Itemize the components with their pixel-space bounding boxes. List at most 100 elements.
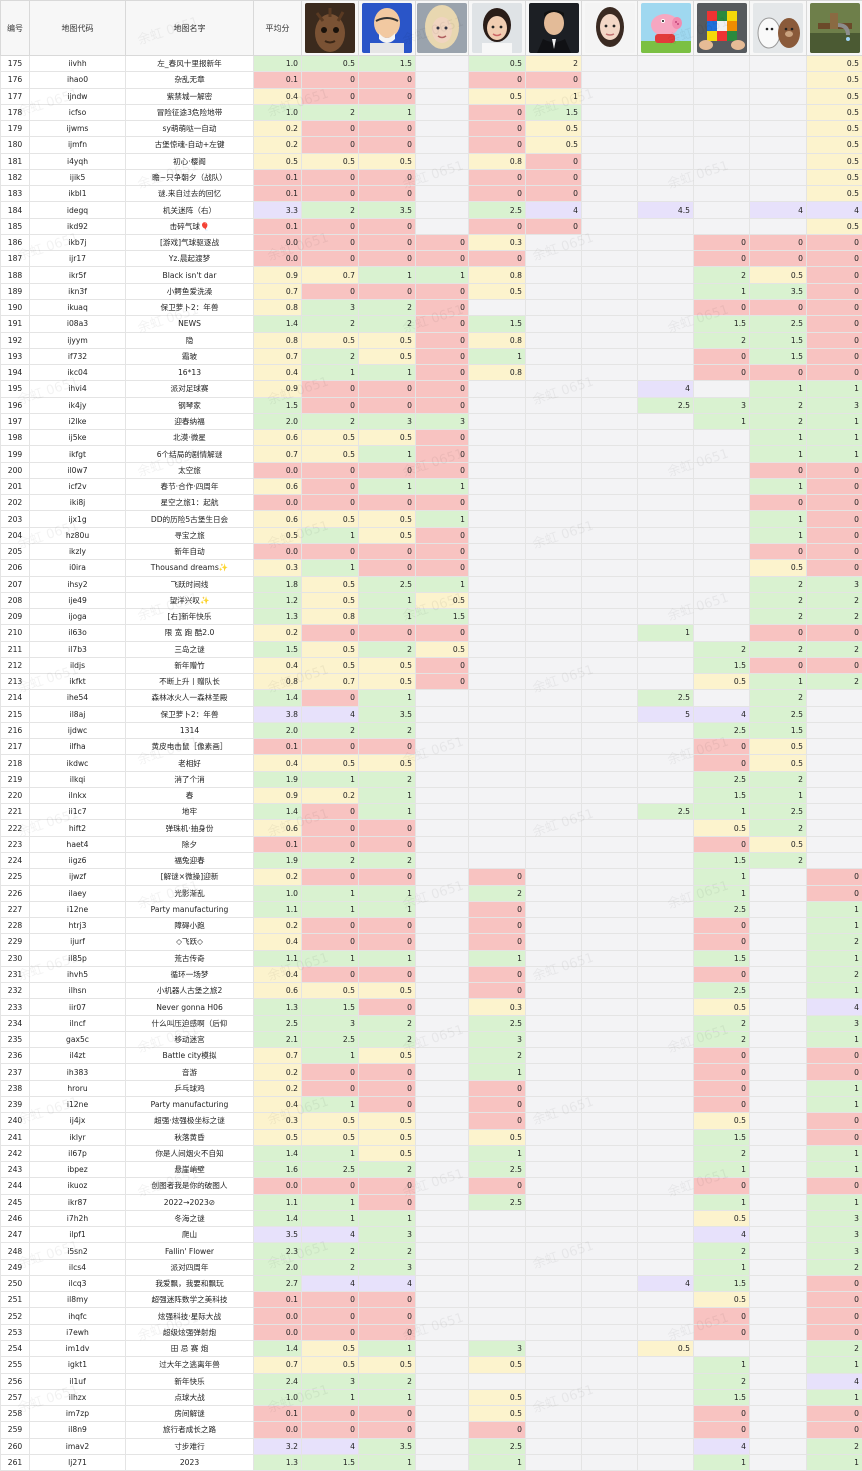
- map-name[interactable]: 瞻~只争朝夕（战队）: [126, 169, 254, 185]
- judge-score-8[interactable]: 1: [694, 869, 750, 885]
- map-code[interactable]: i08a3: [30, 316, 126, 332]
- judge-score-10[interactable]: 0: [807, 1406, 862, 1422]
- map-name[interactable]: [右]新年快乐: [126, 609, 254, 625]
- judge-score-3-empty[interactable]: [416, 755, 469, 771]
- judge-score-3-empty[interactable]: [416, 690, 469, 706]
- average-score[interactable]: 0.4: [254, 88, 302, 104]
- judge-score-1[interactable]: 0.5: [302, 983, 359, 999]
- row-id[interactable]: 255: [1, 1357, 30, 1373]
- row-id[interactable]: 215: [1, 706, 30, 722]
- judge-score-5-empty[interactable]: [526, 1243, 582, 1259]
- judge-score-7-empty[interactable]: [638, 1308, 694, 1324]
- header-judge-3[interactable]: [416, 1, 469, 56]
- judge-score-9-empty[interactable]: [750, 1210, 807, 1226]
- judge-score-1[interactable]: 3: [302, 1373, 359, 1389]
- judge-score-7-empty[interactable]: [638, 853, 694, 869]
- judge-score-7-empty[interactable]: [638, 1438, 694, 1454]
- judge-score-1[interactable]: 0.5: [302, 1340, 359, 1356]
- average-score[interactable]: 0.4: [254, 755, 302, 771]
- judge-score-3-empty[interactable]: [416, 901, 469, 917]
- row-id[interactable]: 239: [1, 1097, 30, 1113]
- row-id[interactable]: 181: [1, 153, 30, 169]
- map-name[interactable]: 望洋兴叹✨: [126, 592, 254, 608]
- judge-score-1[interactable]: 1.5: [302, 1454, 359, 1470]
- average-score[interactable]: 0.9: [254, 787, 302, 803]
- judge-score-5-empty[interactable]: [526, 543, 582, 559]
- map-code[interactable]: ibpez: [30, 1162, 126, 1178]
- judge-score-7-empty[interactable]: [638, 365, 694, 381]
- average-score[interactable]: 0.0: [254, 495, 302, 511]
- judge-score-8[interactable]: 2: [694, 1145, 750, 1161]
- average-score[interactable]: 3.5: [254, 1227, 302, 1243]
- judge-score-1[interactable]: 4: [302, 1438, 359, 1454]
- judge-score-4[interactable]: 0.5: [469, 88, 526, 104]
- row-id[interactable]: 190: [1, 299, 30, 315]
- judge-score-1[interactable]: 3: [302, 1015, 359, 1031]
- map-name[interactable]: 除夕: [126, 836, 254, 852]
- map-name[interactable]: 击碎气球🎈: [126, 218, 254, 234]
- judge-score-9-empty[interactable]: [750, 1064, 807, 1080]
- judge-score-7-empty[interactable]: [638, 72, 694, 88]
- row-id[interactable]: 177: [1, 88, 30, 104]
- judge-score-1[interactable]: 2: [302, 1243, 359, 1259]
- judge-score-8-empty[interactable]: [694, 560, 750, 576]
- judge-score-1[interactable]: 3: [302, 299, 359, 315]
- judge-score-1[interactable]: 1: [302, 1210, 359, 1226]
- judge-score-5[interactable]: 1.5: [526, 104, 582, 120]
- map-name[interactable]: 消了个消: [126, 771, 254, 787]
- judge-score-1[interactable]: 0: [302, 918, 359, 934]
- judge-score-7-empty[interactable]: [638, 299, 694, 315]
- row-id[interactable]: 214: [1, 690, 30, 706]
- map-name[interactable]: 机关迷阵（右）: [126, 202, 254, 218]
- judge-score-10[interactable]: 0: [807, 1422, 862, 1438]
- judge-score-4-empty[interactable]: [469, 787, 526, 803]
- judge-score-1[interactable]: 2: [302, 413, 359, 429]
- judge-score-9[interactable]: 0: [750, 543, 807, 559]
- judge-score-1[interactable]: 0: [302, 1324, 359, 1340]
- judge-score-2[interactable]: 2: [359, 771, 416, 787]
- row-id[interactable]: 260: [1, 1438, 30, 1454]
- judge-score-10[interactable]: 0: [807, 543, 862, 559]
- judge-score-5-empty[interactable]: [526, 1422, 582, 1438]
- judge-score-2[interactable]: 0: [359, 381, 416, 397]
- judge-score-9[interactable]: 1: [750, 674, 807, 690]
- judge-score-8-empty[interactable]: [694, 576, 750, 592]
- judge-score-6-empty[interactable]: [582, 934, 638, 950]
- judge-score-8-empty[interactable]: [694, 543, 750, 559]
- judge-score-7-empty[interactable]: [638, 478, 694, 494]
- judge-score-6-empty[interactable]: [582, 1308, 638, 1324]
- map-code[interactable]: ihao0: [30, 72, 126, 88]
- row-id[interactable]: 243: [1, 1162, 30, 1178]
- judge-score-2[interactable]: 1.5: [359, 56, 416, 72]
- judge-score-10[interactable]: 4: [807, 999, 862, 1015]
- judge-score-10[interactable]: 0: [807, 1324, 862, 1340]
- judge-score-1[interactable]: 0.5: [302, 1357, 359, 1373]
- judge-score-7-empty[interactable]: [638, 267, 694, 283]
- judge-score-2[interactable]: 2.5: [359, 576, 416, 592]
- judge-score-4[interactable]: 0.5: [469, 283, 526, 299]
- judge-score-6-empty[interactable]: [582, 121, 638, 137]
- judge-score-2[interactable]: 0.5: [359, 527, 416, 543]
- judge-score-1[interactable]: 0: [302, 1422, 359, 1438]
- judge-score-3-empty[interactable]: [416, 999, 469, 1015]
- judge-score-6-empty[interactable]: [582, 137, 638, 153]
- judge-score-8-empty[interactable]: [694, 430, 750, 446]
- judge-score-7-empty[interactable]: [638, 787, 694, 803]
- map-code[interactable]: i7h2h: [30, 1210, 126, 1226]
- row-id[interactable]: 257: [1, 1389, 30, 1405]
- judge-score-1[interactable]: 0.7: [302, 674, 359, 690]
- judge-score-2[interactable]: 2: [359, 316, 416, 332]
- judge-score-4[interactable]: 0.3: [469, 234, 526, 250]
- map-name[interactable]: Party manufacturing: [126, 901, 254, 917]
- judge-score-7-empty[interactable]: [638, 430, 694, 446]
- judge-score-10[interactable]: 0: [807, 234, 862, 250]
- judge-score-9-empty[interactable]: [750, 869, 807, 885]
- judge-score-5-empty[interactable]: [526, 1031, 582, 1047]
